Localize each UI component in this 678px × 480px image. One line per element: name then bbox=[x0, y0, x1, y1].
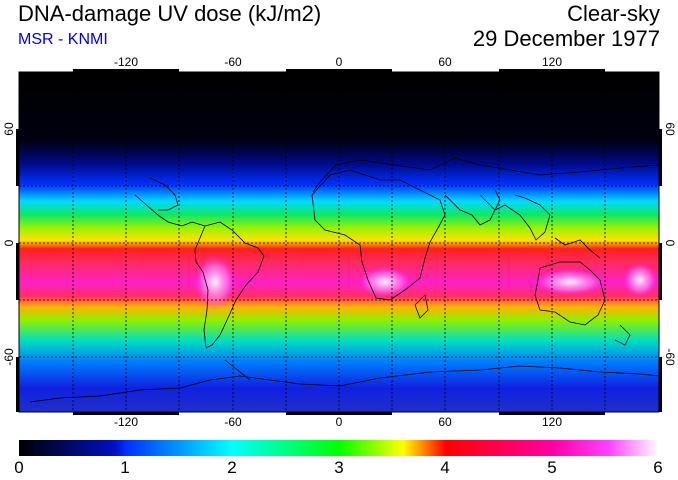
map-date: 29 December 1977 bbox=[472, 26, 660, 51]
map-title: DNA-damage UV dose (kJ/m2) bbox=[18, 1, 322, 26]
lat-tick-left: 0 bbox=[2, 239, 16, 246]
colorbar-label: 3 bbox=[334, 458, 344, 477]
coastlines bbox=[29, 157, 660, 403]
hotspot-pacific bbox=[622, 262, 658, 298]
colorbar bbox=[19, 440, 659, 456]
lon-tick-bottom: 60 bbox=[438, 415, 452, 429]
source-label: MSR - KNMI bbox=[18, 31, 108, 48]
colorbar-label: 2 bbox=[227, 458, 237, 477]
lon-tick-top: 60 bbox=[438, 55, 452, 69]
colorbar-label: 0 bbox=[14, 458, 24, 477]
graticule bbox=[19, 72, 659, 412]
lon-tick-bottom: -120 bbox=[114, 415, 138, 429]
map-border-bars bbox=[16, 69, 662, 415]
lon-tick-top: 120 bbox=[542, 55, 562, 69]
sky-condition: Clear-sky bbox=[567, 1, 660, 26]
lon-tick-bottom: 120 bbox=[542, 415, 562, 429]
lon-tick-top: 0 bbox=[336, 55, 343, 69]
lon-tick-bottom: 0 bbox=[336, 415, 343, 429]
colorbar-label: 1 bbox=[120, 458, 130, 477]
lat-tick-left: 60 bbox=[2, 122, 16, 136]
lat-tick-right: -60 bbox=[663, 348, 677, 366]
colorbar-label: 5 bbox=[547, 458, 557, 477]
hotspot-southern-africa bbox=[357, 266, 413, 298]
lon-tick-top: -120 bbox=[114, 55, 138, 69]
lon-tick-top: -60 bbox=[224, 55, 242, 69]
lon-tick-bottom: -60 bbox=[224, 415, 242, 429]
lat-tick-right: 60 bbox=[663, 122, 677, 136]
lat-tick-right: 0 bbox=[663, 240, 677, 247]
hotspot-south-america bbox=[193, 254, 237, 310]
colorbar-label: 4 bbox=[440, 458, 450, 477]
hotspot-australia bbox=[532, 268, 608, 296]
lat-tick-left: -60 bbox=[2, 348, 16, 366]
colorbar-label: 6 bbox=[653, 458, 663, 477]
